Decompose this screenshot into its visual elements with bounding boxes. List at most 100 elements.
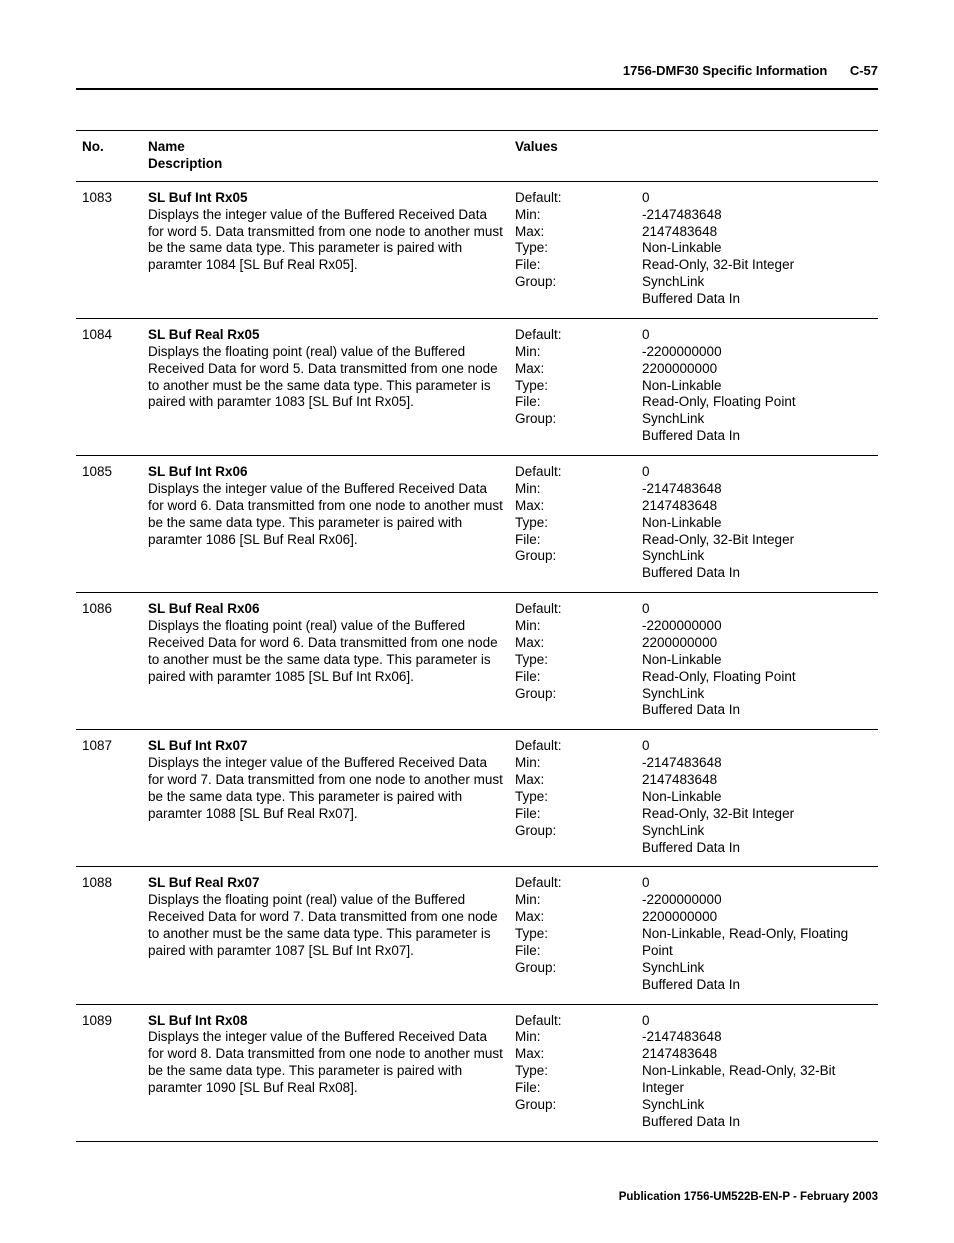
value-item: Buffered Data In bbox=[642, 1114, 872, 1131]
value-label: Group: bbox=[515, 411, 630, 428]
table-row: 1085SL Buf Int Rx06Displays the integer … bbox=[76, 456, 878, 593]
param-no: 1089 bbox=[76, 1004, 142, 1141]
value-item: 0 bbox=[642, 327, 872, 344]
value-item: Non-Linkable bbox=[642, 652, 872, 669]
value-label: Group: bbox=[515, 274, 630, 291]
value-item: SynchLink bbox=[642, 823, 872, 840]
param-description: Displays the integer value of the Buffer… bbox=[148, 755, 503, 821]
param-values: 0-21474836482147483648Non-LinkableRead-O… bbox=[636, 181, 878, 318]
param-values: 0-22000000002200000000Non-LinkableRead-O… bbox=[636, 318, 878, 455]
value-item: 0 bbox=[642, 738, 872, 755]
document-page: 1756-DMF30 Specific Information C-57 No.… bbox=[0, 0, 954, 1243]
value-item: -2200000000 bbox=[642, 892, 872, 909]
param-no: 1086 bbox=[76, 593, 142, 730]
param-name-cell: SL Buf Real Rx05Displays the floating po… bbox=[142, 318, 509, 455]
value-label: Min: bbox=[515, 618, 630, 635]
value-item: SynchLink bbox=[642, 274, 872, 291]
value-item: 2147483648 bbox=[642, 498, 872, 515]
table-row: 1087SL Buf Int Rx07Displays the integer … bbox=[76, 730, 878, 867]
value-label: Default: bbox=[515, 327, 630, 344]
param-description: Displays the floating point (real) value… bbox=[148, 618, 498, 684]
param-value-labels: Default:Min:Max:Type:File:Group: bbox=[509, 456, 636, 593]
value-item: 2200000000 bbox=[642, 361, 872, 378]
value-label: Type: bbox=[515, 926, 630, 943]
value-label: File: bbox=[515, 532, 630, 549]
value-label: Group: bbox=[515, 686, 630, 703]
param-no: 1084 bbox=[76, 318, 142, 455]
value-item: -2200000000 bbox=[642, 344, 872, 361]
value-item: Buffered Data In bbox=[642, 565, 872, 582]
value-label: Type: bbox=[515, 515, 630, 532]
value-label: Default: bbox=[515, 190, 630, 207]
value-label: Min: bbox=[515, 344, 630, 361]
param-no: 1085 bbox=[76, 456, 142, 593]
value-item: 2147483648 bbox=[642, 224, 872, 241]
value-item: 2147483648 bbox=[642, 772, 872, 789]
value-item: SynchLink bbox=[642, 548, 872, 565]
value-label: Group: bbox=[515, 823, 630, 840]
value-item: SynchLink bbox=[642, 960, 872, 977]
value-label: Min: bbox=[515, 1029, 630, 1046]
value-label: Default: bbox=[515, 464, 630, 481]
value-item: 0 bbox=[642, 601, 872, 618]
param-values: 0-22000000002200000000Non-Linkable, Read… bbox=[636, 867, 878, 1004]
value-item: SynchLink bbox=[642, 686, 872, 703]
value-item: Buffered Data In bbox=[642, 977, 872, 994]
value-item: -2147483648 bbox=[642, 481, 872, 498]
value-label: Max: bbox=[515, 498, 630, 515]
table-header-row: No. Name Description Values bbox=[76, 131, 878, 182]
param-values: 0-21474836482147483648Non-LinkableRead-O… bbox=[636, 730, 878, 867]
param-value-labels: Default:Min:Max:Type:File:Group: bbox=[509, 867, 636, 1004]
value-label: Min: bbox=[515, 207, 630, 224]
value-item: Buffered Data In bbox=[642, 840, 872, 857]
param-name-cell: SL Buf Int Rx05 Displays the integer valu… bbox=[142, 181, 509, 318]
value-item: -2147483648 bbox=[642, 755, 872, 772]
header-title: 1756-DMF30 Specific Information bbox=[623, 63, 827, 78]
value-label: Max: bbox=[515, 224, 630, 241]
table-row: 1088SL Buf Real Rx07Displays the floatin… bbox=[76, 867, 878, 1004]
value-item: 2147483648 bbox=[642, 1046, 872, 1063]
value-item: Read-Only, 32-Bit Integer bbox=[642, 806, 872, 823]
param-name: SL Buf Int Rx05 bbox=[148, 190, 248, 205]
param-name-cell: SL Buf Real Rx07Displays the floating po… bbox=[142, 867, 509, 1004]
param-value-labels: Default:Min:Max:Type:File:Group: bbox=[509, 730, 636, 867]
value-item: 0 bbox=[642, 464, 872, 481]
param-name: SL Buf Int Rx06 bbox=[148, 464, 248, 479]
value-item: 0 bbox=[642, 190, 872, 207]
param-description: Displays the integer value of the Buffer… bbox=[148, 1029, 503, 1095]
page-footer: Publication 1756-UM522B-EN-P - February … bbox=[619, 1191, 878, 1203]
value-item: Buffered Data In bbox=[642, 702, 872, 719]
value-label: Type: bbox=[515, 240, 630, 257]
value-label: Type: bbox=[515, 1063, 630, 1080]
param-no: 1088 bbox=[76, 867, 142, 1004]
value-label: Group: bbox=[515, 548, 630, 565]
value-label: File: bbox=[515, 943, 630, 960]
value-item: Buffered Data In bbox=[642, 428, 872, 445]
page-header: 1756-DMF30 Specific Information C-57 bbox=[76, 62, 878, 90]
value-item: Read-Only, Floating Point bbox=[642, 669, 872, 686]
value-item: Non-Linkable bbox=[642, 789, 872, 806]
value-item: Non-Linkable bbox=[642, 378, 872, 395]
param-description: Displays the integer value of the Buffer… bbox=[148, 207, 503, 273]
col-header-name: Name Description bbox=[142, 131, 509, 182]
param-value-labels: Default:Min:Max:Type:File:Group: bbox=[509, 318, 636, 455]
param-name: SL Buf Real Rx05 bbox=[148, 327, 260, 342]
param-values: 0-21474836482147483648Non-LinkableRead-O… bbox=[636, 456, 878, 593]
value-item: -2147483648 bbox=[642, 1029, 872, 1046]
value-item: -2200000000 bbox=[642, 618, 872, 635]
value-label: Group: bbox=[515, 1097, 630, 1114]
value-item: 2200000000 bbox=[642, 635, 872, 652]
param-name-cell: SL Buf Int Rx07 Displays the integer valu… bbox=[142, 730, 509, 867]
table-row: 1084SL Buf Real Rx05Displays the floatin… bbox=[76, 318, 878, 455]
value-item: SynchLink bbox=[642, 1097, 872, 1114]
col-header-name-line2: Description bbox=[148, 156, 222, 171]
value-label: Default: bbox=[515, 1013, 630, 1030]
param-description: Displays the floating point (real) value… bbox=[148, 892, 498, 958]
value-label: File: bbox=[515, 1080, 630, 1097]
value-label: Default: bbox=[515, 601, 630, 618]
param-name: SL Buf Int Rx07 bbox=[148, 738, 248, 753]
value-item: Non-Linkable, Read-Only, Floating Point bbox=[642, 926, 872, 960]
value-label: Type: bbox=[515, 378, 630, 395]
table-row: 1089SL Buf Int Rx08Displays the integer … bbox=[76, 1004, 878, 1141]
value-item: Non-Linkable, Read-Only, 32-Bit Integer bbox=[642, 1063, 872, 1097]
